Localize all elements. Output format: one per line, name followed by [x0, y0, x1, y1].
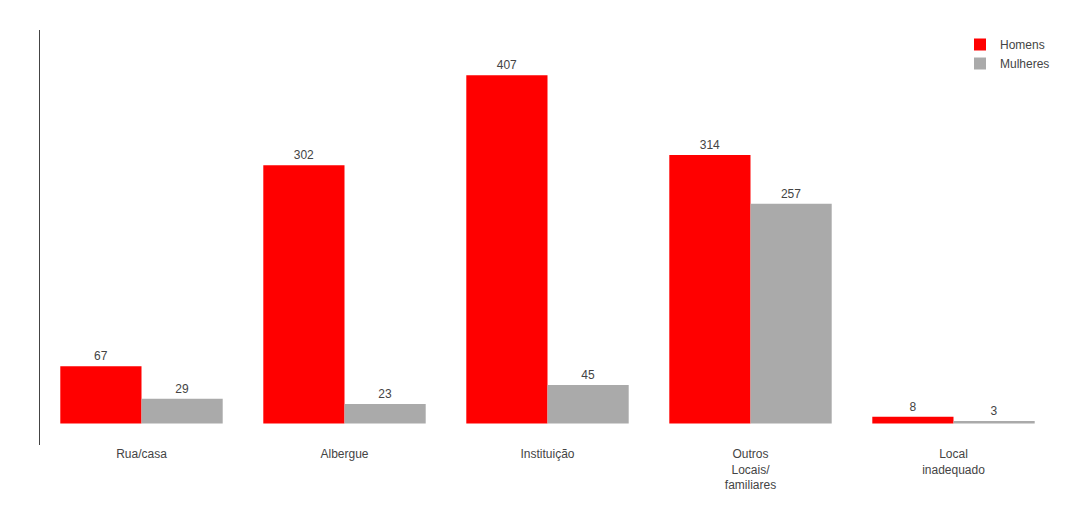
svg-text:23: 23 [378, 387, 392, 401]
svg-text:OutrosLocais/familiares: OutrosLocais/familiares [725, 447, 776, 492]
svg-text:Homens: Homens [1000, 38, 1045, 52]
svg-text:8: 8 [909, 400, 916, 414]
svg-text:257: 257 [781, 187, 801, 201]
svg-text:Instituição: Instituição [520, 447, 574, 461]
svg-text:67: 67 [94, 349, 108, 363]
svg-text:Mulheres: Mulheres [1000, 57, 1049, 71]
svg-text:302: 302 [294, 148, 314, 162]
svg-text:Rua/casa: Rua/casa [116, 447, 167, 461]
svg-text:314: 314 [700, 138, 720, 152]
svg-text:Localinadequado: Localinadequado [922, 447, 985, 477]
svg-text:29: 29 [175, 382, 189, 396]
svg-text:3: 3 [991, 404, 998, 418]
svg-text:Albergue: Albergue [320, 447, 368, 461]
svg-text:407: 407 [497, 58, 517, 72]
svg-text:45: 45 [581, 368, 595, 382]
